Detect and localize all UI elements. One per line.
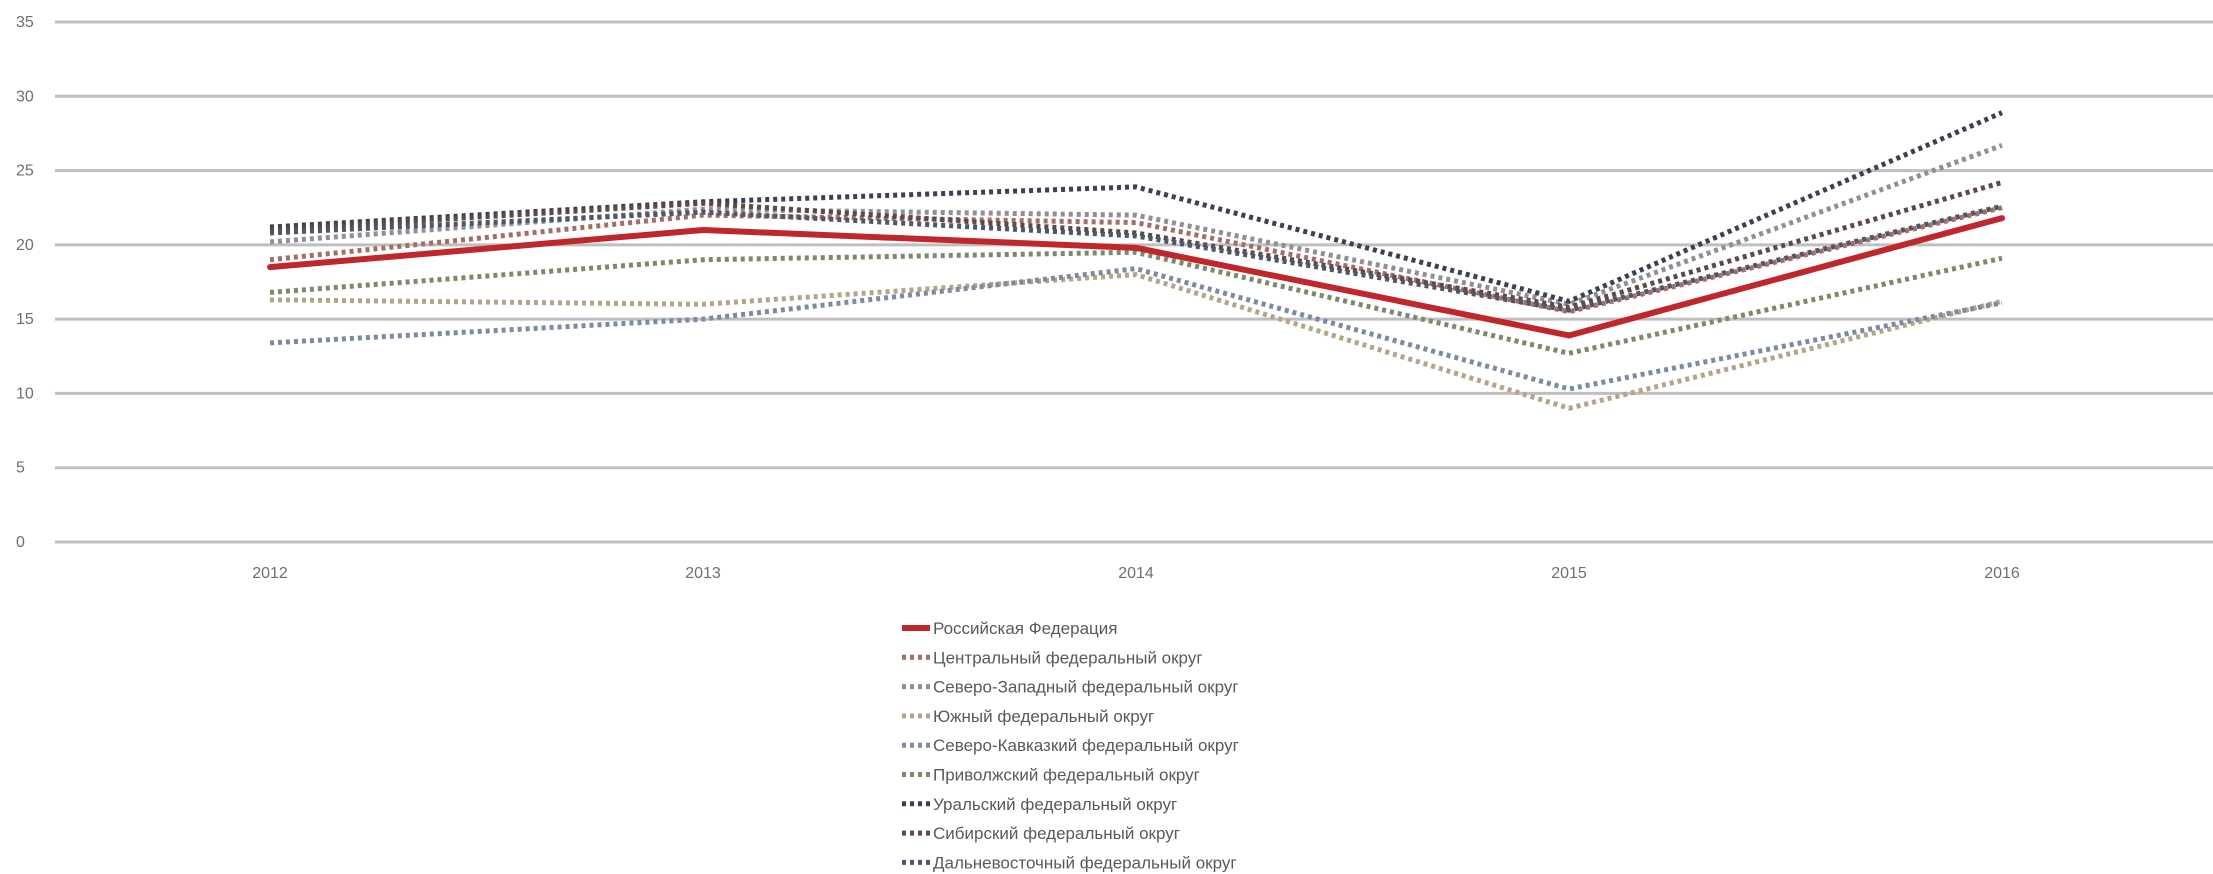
x-axis-tick-labels: 2012 2013 2014 2015 2016	[252, 565, 2020, 582]
series-line	[269, 180, 2003, 310]
y-tick-label: 5	[16, 460, 25, 477]
y-tick-label: 0	[16, 534, 25, 551]
legend-label: Южный федеральный округ	[933, 707, 1154, 726]
x-tick-label: 2014	[1118, 565, 1154, 582]
x-tick-label: 2016	[1984, 565, 2020, 582]
y-tick-label: 15	[16, 311, 34, 328]
legend: Российская Федерация Центральный федераль…	[902, 619, 1239, 872]
y-tick-label: 30	[16, 88, 34, 105]
x-tick-label: 2012	[252, 565, 288, 582]
y-tick-label: 20	[16, 237, 34, 254]
legend-label: Сибирский федеральный округ	[933, 824, 1180, 843]
series-lines	[267, 110, 2005, 411]
series-line	[269, 266, 2003, 392]
series-line	[267, 215, 2005, 339]
x-tick-label: 2015	[1551, 565, 1587, 582]
legend-label: Центральный федеральный округ	[933, 648, 1203, 667]
series-line	[269, 249, 2003, 356]
series-line	[269, 203, 2003, 313]
x-tick-label: 2013	[685, 565, 721, 582]
legend-label: Приволжский федеральный округ	[933, 766, 1200, 785]
y-axis-tick-labels: 0 5 10 15 20 25 30 35	[16, 14, 34, 551]
y-tick-label: 25	[16, 163, 34, 180]
legend-label: Северо-Кавказкий федеральный округ	[933, 736, 1239, 755]
series-line	[269, 272, 2003, 411]
y-tick-label: 35	[16, 14, 34, 31]
legend-label: Уральский федеральный округ	[933, 795, 1177, 814]
legend-label: Дальневосточный федеральный округ	[933, 853, 1237, 872]
legend-label: Северо-Западный федеральный округ	[933, 678, 1239, 697]
series-line	[269, 205, 2003, 315]
y-tick-label: 10	[16, 385, 34, 402]
legend-label: Российская Федерация	[933, 619, 1117, 638]
